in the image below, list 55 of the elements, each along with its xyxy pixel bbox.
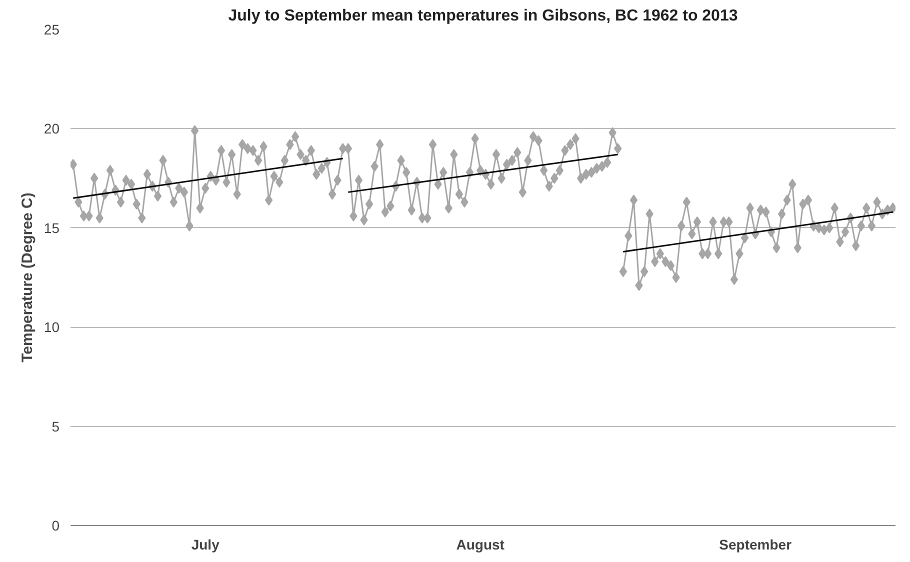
point: [254, 154, 262, 166]
point: [418, 212, 426, 224]
y-tick-label: 10: [44, 319, 60, 336]
point: [228, 148, 236, 160]
x-tick-label: July: [191, 536, 220, 552]
y-tick-label: 15: [44, 220, 60, 236]
y-axis-title: Temperature (Degree C): [18, 192, 36, 362]
x-tick-label: September: [719, 536, 792, 552]
point: [830, 202, 839, 214]
point: [116, 196, 125, 208]
point: [455, 188, 464, 200]
point: [566, 139, 574, 150]
point: [90, 172, 98, 184]
point: [540, 164, 548, 176]
point: [217, 145, 226, 156]
point: [704, 248, 712, 260]
y-tick-label: 0: [52, 518, 60, 534]
point: [354, 174, 363, 186]
point: [428, 139, 437, 150]
point: [529, 131, 538, 142]
point: [841, 226, 850, 238]
point: [730, 274, 738, 285]
point: [778, 208, 786, 220]
point: [180, 186, 188, 198]
point: [365, 198, 374, 210]
point: [666, 260, 675, 272]
point: [280, 154, 289, 166]
point: [154, 190, 162, 202]
point: [291, 131, 300, 142]
point: [693, 216, 702, 228]
point: [603, 156, 612, 168]
point: [740, 232, 749, 244]
point: [677, 220, 686, 232]
point: [556, 164, 564, 176]
point: [672, 272, 680, 283]
point: [318, 162, 326, 174]
point: [592, 162, 601, 174]
point: [492, 148, 500, 160]
point: [502, 158, 511, 170]
point: [328, 188, 336, 200]
point: [804, 194, 812, 206]
point: [402, 166, 410, 178]
point: [868, 220, 876, 232]
point: [264, 194, 273, 206]
point: [190, 125, 199, 136]
point: [640, 266, 648, 278]
y-tick-label: 20: [44, 120, 60, 137]
chart-title: July to September mean temperatures in Gibsons, BC 1962 to 2013: [228, 8, 738, 24]
point: [143, 168, 152, 180]
point: [80, 210, 88, 222]
y-tick-label: 25: [44, 22, 60, 38]
y-tick-label: 5: [52, 418, 60, 434]
point: [127, 178, 136, 190]
x-tick-label: August: [456, 536, 505, 552]
point: [630, 194, 638, 206]
